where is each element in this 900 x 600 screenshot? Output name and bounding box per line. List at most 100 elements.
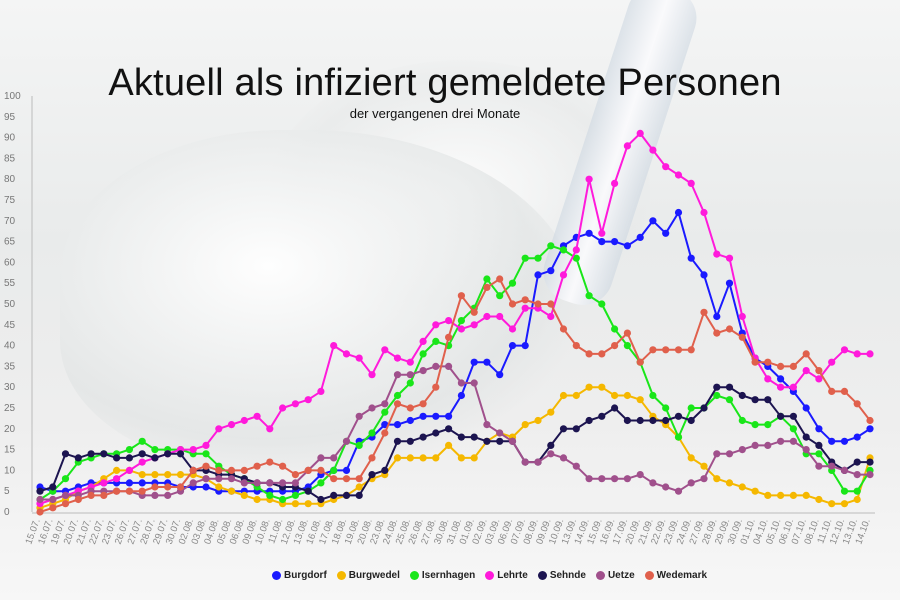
data-point-lehrte	[611, 179, 619, 187]
data-point-lehrte	[840, 346, 849, 354]
data-point-isernhagen	[125, 446, 133, 454]
data-point-burgdorf	[802, 404, 810, 412]
data-point-wedemark	[547, 300, 555, 308]
data-point-burgdorf	[496, 371, 504, 379]
data-point-uetze	[151, 491, 159, 499]
data-point-sehnde	[572, 425, 580, 433]
data-point-uetze	[840, 466, 849, 474]
data-point-sehnde	[853, 458, 861, 466]
data-point-wedemark	[866, 416, 874, 425]
data-point-uetze	[649, 479, 657, 487]
data-point-uetze	[445, 362, 453, 370]
data-point-isernhagen	[317, 479, 325, 487]
data-point-burgwedel	[725, 479, 734, 487]
data-point-burgwedel	[802, 491, 810, 499]
data-point-isernhagen	[151, 446, 159, 454]
y-tick-label: 75	[4, 195, 16, 206]
data-point-lehrte	[240, 416, 248, 425]
data-point-burgwedel	[572, 391, 580, 400]
data-point-burgdorf	[649, 217, 657, 225]
data-point-wedemark	[789, 362, 798, 370]
data-point-sehnde	[74, 454, 82, 462]
data-point-wedemark	[687, 346, 695, 354]
data-point-isernhagen	[483, 275, 491, 283]
data-point-uetze	[738, 446, 746, 454]
data-point-wedemark	[636, 358, 644, 366]
data-point-burgwedel	[738, 483, 746, 491]
data-point-burgwedel	[853, 495, 861, 504]
y-tick-label: 55	[4, 278, 16, 289]
data-point-burgdorf	[853, 433, 861, 441]
data-point-burgwedel	[840, 500, 849, 508]
data-point-sehnde	[559, 425, 568, 433]
data-point-burgdorf	[547, 267, 555, 275]
data-point-burgdorf	[419, 412, 427, 420]
data-point-burgwedel	[764, 491, 772, 499]
data-point-wedemark	[330, 475, 338, 483]
data-point-uetze	[317, 454, 325, 462]
data-point-wedemark	[815, 367, 823, 375]
data-point-lehrte	[713, 250, 721, 258]
data-point-uetze	[802, 446, 810, 454]
data-point-sehnde	[700, 404, 708, 412]
data-point-lehrte	[342, 350, 351, 358]
legend-item-wedemark: Wedemark	[644, 570, 707, 581]
data-point-sehnde	[687, 416, 695, 425]
data-point-sehnde	[585, 416, 593, 425]
data-point-uetze	[572, 462, 580, 470]
data-point-sehnde	[419, 433, 427, 441]
legend-marker	[336, 571, 346, 580]
data-point-sehnde	[113, 454, 121, 462]
data-point-sehnde	[777, 412, 785, 420]
legend-marker	[485, 571, 495, 580]
data-point-lehrte	[406, 358, 414, 366]
data-point-lehrte	[138, 458, 146, 466]
data-point-lehrte	[547, 312, 555, 321]
data-point-lehrte	[496, 312, 504, 321]
data-point-burgdorf	[623, 242, 632, 250]
data-point-lehrte	[777, 383, 785, 391]
data-point-lehrte	[445, 317, 453, 325]
data-point-uetze	[253, 479, 261, 487]
y-tick-label: 50	[4, 299, 16, 310]
data-point-burgdorf	[674, 208, 683, 217]
data-point-isernhagen	[815, 450, 823, 458]
data-point-lehrte	[764, 375, 772, 383]
data-point-burgwedel	[598, 383, 606, 391]
data-point-uetze	[496, 429, 504, 437]
data-point-burgwedel	[700, 462, 708, 470]
data-point-lehrte	[738, 312, 746, 321]
data-point-uetze	[381, 400, 389, 408]
data-point-sehnde	[611, 404, 619, 412]
data-point-uetze	[49, 495, 57, 504]
data-point-uetze	[559, 454, 568, 462]
data-point-wedemark	[751, 358, 759, 366]
data-point-lehrte	[304, 396, 312, 404]
data-point-uetze	[777, 437, 785, 445]
chart-legend: Burgdorf Burgwedel Isernhagen Lehrte Sehnde U…	[272, 570, 707, 581]
y-tick-label: 20	[4, 424, 16, 435]
legend-label: Lehrte	[497, 570, 528, 581]
data-point-uetze	[789, 437, 798, 445]
data-point-lehrte	[317, 387, 325, 395]
data-point-wedemark	[828, 387, 836, 395]
data-point-uetze	[585, 475, 593, 483]
data-point-sehnde	[713, 383, 721, 391]
data-point-burgdorf	[828, 437, 836, 445]
data-point-uetze	[623, 475, 632, 483]
data-point-sehnde	[355, 491, 363, 499]
y-tick-label: 35	[4, 361, 16, 372]
data-point-uetze	[611, 475, 619, 483]
data-point-wedemark	[559, 325, 568, 333]
data-point-lehrte	[291, 400, 299, 408]
data-point-sehnde	[751, 396, 759, 404]
data-point-lehrte	[674, 171, 683, 179]
data-point-isernhagen	[534, 254, 542, 262]
data-point-burgwedel	[215, 483, 223, 491]
data-point-lehrte	[662, 163, 670, 171]
data-point-wedemark	[49, 504, 57, 512]
data-point-sehnde	[815, 441, 823, 449]
data-point-uetze	[61, 491, 70, 499]
data-point-sehnde	[764, 396, 772, 404]
